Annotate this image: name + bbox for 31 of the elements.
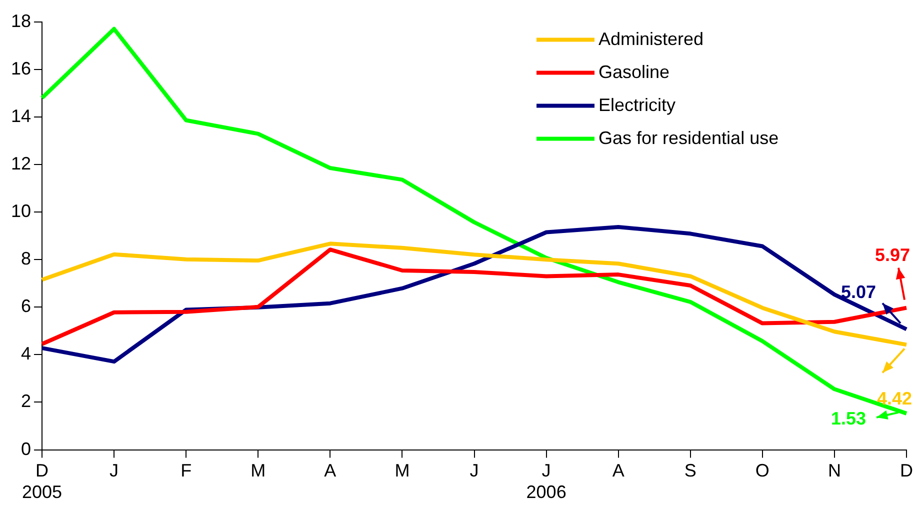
x-tick-label: J 2006	[526, 460, 566, 502]
legend-label: Gasoline	[598, 62, 670, 82]
x-tick-label: D	[900, 460, 913, 481]
y-tick-label: 4	[21, 344, 32, 364]
y-tick-label: 10	[10, 200, 32, 221]
y-tick-label: 14	[10, 106, 32, 126]
x-tick-label: O	[755, 460, 770, 481]
legend-label: Electricity	[598, 94, 676, 115]
y-tick-label: 6	[21, 296, 32, 316]
y-tick-label: 16	[10, 58, 32, 78]
y-tick-label: 0	[21, 438, 32, 459]
y-tick-label: 12	[10, 153, 32, 174]
x-tick-label: N	[828, 460, 841, 481]
data-label: 5.07	[840, 282, 876, 302]
y-tick-label: 2	[21, 391, 32, 412]
x-tick-label: M	[250, 460, 266, 481]
x-tick-label: M	[394, 460, 410, 481]
x-tick-label: A	[612, 460, 624, 481]
y-tick-label: 8	[21, 248, 32, 269]
x-tick-label: S	[684, 460, 696, 481]
x-tick-label: F	[180, 460, 192, 481]
x-tick-label: A	[324, 460, 336, 481]
x-tick-label: J	[470, 460, 479, 481]
x-tick-label: J	[110, 460, 119, 481]
data-label: 1.53	[830, 408, 866, 428]
x-tick-label: D 2005	[22, 460, 62, 502]
data-label: 4.42	[876, 388, 912, 409]
data-label: 5.97	[874, 244, 910, 265]
legend-label: Gas for residential use	[598, 128, 779, 148]
y-tick-label: 18	[10, 10, 32, 31]
legend-label: Administered	[598, 28, 704, 49]
